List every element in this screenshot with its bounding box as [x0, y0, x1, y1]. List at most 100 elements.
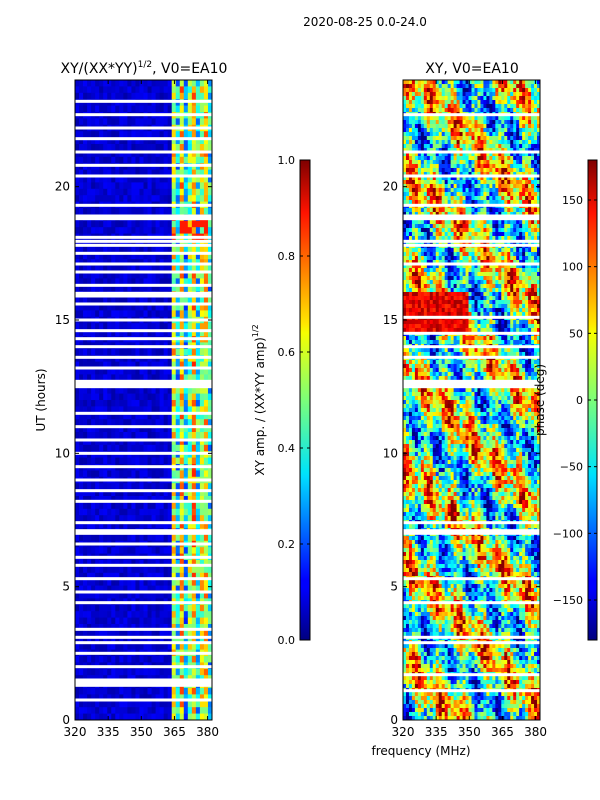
heatmap-cell: [207, 400, 213, 407]
heatmap-cell: [525, 200, 529, 205]
heatmap-cell: [79, 534, 84, 542]
heatmap-cell: [119, 636, 124, 644]
heatmap-cell: [119, 425, 124, 433]
heatmap-cell: [489, 116, 493, 121]
heatmap-cell: [103, 515, 108, 522]
heatmap-cell: [498, 144, 502, 149]
heatmap-cell: [143, 444, 148, 452]
heatmap-cell: [477, 200, 481, 205]
heatmap-cell: [179, 169, 185, 177]
heatmap-cell: [127, 457, 132, 465]
heatmap-cell: [456, 104, 460, 109]
heatmap-cell: [438, 176, 443, 181]
heatmap-cell: [111, 361, 116, 369]
heatmap-cell: [501, 184, 505, 189]
heatmap-cell: [498, 196, 502, 201]
heatmap-cell: [456, 132, 460, 137]
heatmap-cell: [441, 164, 446, 169]
heatmap-cell: [408, 136, 413, 141]
heatmap-cell: [403, 144, 407, 149]
heatmap-cell: [167, 297, 173, 305]
heatmap-cell: [183, 406, 189, 414]
heatmap-cell: [411, 188, 416, 193]
heatmap-cell: [207, 150, 213, 158]
heatmap-cell: [167, 688, 173, 695]
heatmap-cell: [183, 195, 189, 202]
heatmap-cell: [155, 329, 161, 337]
heatmap-cell: [119, 368, 124, 375]
heatmap-cell: [525, 168, 529, 173]
heatmap-cell: [459, 180, 463, 185]
heatmap-cell: [483, 84, 487, 89]
heatmap-cell: [516, 156, 520, 161]
heatmap-cell: [83, 604, 88, 612]
heatmap-cell: [456, 84, 460, 89]
x-tick-label: 365: [163, 725, 186, 739]
heatmap-cell: [135, 547, 140, 554]
heatmap-cell: [537, 148, 541, 153]
heatmap-cell: [405, 196, 410, 201]
heatmap-cell: [155, 150, 161, 158]
heatmap-cell: [79, 118, 84, 126]
heatmap-cell: [107, 240, 112, 247]
heatmap-cell: [522, 116, 526, 121]
heatmap-cell: [91, 592, 96, 599]
heatmap-cell: [450, 160, 455, 165]
heatmap-cell: [135, 220, 140, 228]
heatmap-cell: [459, 136, 463, 141]
heatmap-cell: [179, 182, 185, 190]
heatmap-cell: [483, 88, 487, 93]
heatmap-cell: [516, 180, 520, 185]
heatmap-cell: [155, 220, 161, 228]
heatmap-cell: [207, 227, 213, 234]
heatmap-cell: [155, 630, 161, 638]
heatmap-cell: [91, 169, 96, 177]
heatmap-cell: [179, 624, 185, 631]
heatmap-cell: [203, 80, 209, 87]
heatmap-cell: [522, 160, 526, 165]
heatmap-cell: [123, 508, 128, 516]
heatmap-cell: [534, 160, 538, 165]
heatmap-cell: [471, 84, 475, 89]
heatmap-cell: [87, 412, 92, 420]
heatmap-cell: [471, 128, 475, 133]
heatmap-cell: [95, 284, 100, 292]
heatmap-cell: [175, 240, 181, 247]
heatmap-cell: [91, 246, 96, 254]
heatmap-cell: [163, 579, 169, 586]
heatmap-cell: [507, 108, 511, 113]
heatmap-cell: [143, 521, 148, 529]
heatmap-cell: [483, 148, 487, 153]
heatmap-cell: [151, 304, 156, 311]
heatmap-cell: [99, 169, 104, 177]
heatmap-cell: [498, 140, 502, 145]
heatmap-cell: [199, 636, 205, 644]
heatmap-cell: [139, 150, 144, 158]
heatmap-cell: [151, 521, 156, 529]
heatmap-cell: [456, 152, 460, 157]
heatmap-cell: [207, 374, 213, 382]
heatmap-cell: [155, 246, 161, 254]
heatmap-cell: [501, 88, 505, 93]
heatmap-cell: [171, 636, 177, 644]
heatmap-cell: [107, 323, 112, 330]
heatmap-cell: [447, 80, 452, 85]
heatmap-cell: [438, 140, 443, 145]
heatmap-cell: [465, 116, 469, 121]
heatmap-cell: [95, 668, 100, 676]
heatmap-cell: [429, 100, 434, 105]
heatmap-cell: [513, 136, 517, 141]
heatmap-cell: [139, 457, 144, 465]
heatmap-cell: [207, 579, 213, 586]
heatmap-cell: [107, 515, 112, 522]
heatmap-cell: [115, 176, 120, 183]
heatmap-cell: [135, 297, 140, 305]
heatmap-cell: [75, 425, 80, 433]
heatmap-cell: [405, 180, 410, 185]
heatmap-cell: [187, 489, 193, 497]
heatmap-cell: [411, 160, 416, 165]
heatmap-cell: [107, 80, 112, 87]
heatmap-cell: [199, 304, 205, 311]
heatmap-cell: [203, 227, 209, 234]
heatmap-cell: [179, 566, 185, 574]
